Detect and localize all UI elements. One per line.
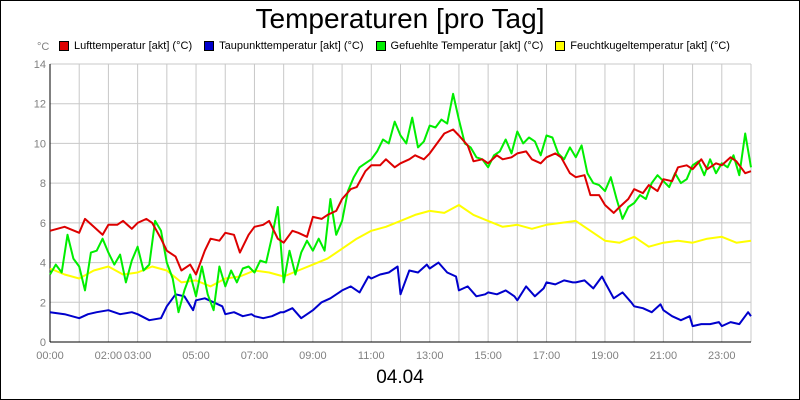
- y-tick-label: 4: [40, 258, 46, 270]
- series-line-feuchtkugeltemperatur: [49, 204, 752, 288]
- legend-label-gefuehlte-temperatur: Gefuehlte Temperatur [akt] (°C): [390, 40, 544, 52]
- legend-item-lufttemperatur: Lufttemperatur [akt] (°C): [59, 40, 192, 52]
- x-tick-label: 15:00: [474, 350, 502, 362]
- y-tick-label: 14: [34, 59, 46, 71]
- legend-label-taupunkttemperatur: Taupunkttemperatur [akt] (°C): [219, 40, 364, 52]
- y-tick-label: 8: [40, 178, 46, 190]
- x-tick-label: 03:00: [124, 350, 152, 362]
- legend: Lufttemperatur [akt] (°C) Taupunkttemper…: [59, 39, 730, 53]
- y-tick-label: 2: [40, 297, 46, 309]
- x-tick-label: 23:00: [708, 350, 736, 362]
- x-tick-label: 05:00: [182, 350, 210, 362]
- legend-swatch-feuchtkugeltemperatur: [555, 41, 566, 51]
- y-tick-label: 12: [34, 99, 46, 111]
- y-tick-label: 10: [34, 138, 46, 150]
- x-tick-label: 09:00: [299, 350, 327, 362]
- y-tick-label: 6: [40, 218, 46, 230]
- legend-swatch-lufttemperatur: [59, 41, 69, 51]
- legend-label-lufttemperatur: Lufttemperatur [akt] (°C): [74, 40, 193, 52]
- series-line-lufttemperatur: [49, 128, 752, 276]
- x-tick-label: 07:00: [241, 350, 269, 362]
- footer-date: 04.04: [376, 367, 424, 388]
- legend-item-feuchtkugeltemperatur: Feuchtkugeltemperatur [akt] (°C): [555, 40, 730, 52]
- legend-item-gefuehlte-temperatur: Gefuehlte Temperatur [akt] (°C): [375, 40, 544, 52]
- x-tick-label: 02:00: [95, 350, 123, 362]
- x-tick-label: 00:00: [36, 350, 64, 362]
- x-tick-label: 19:00: [591, 350, 619, 362]
- legend-swatch-taupunkttemperatur: [204, 41, 215, 51]
- series-line-taupunkttemperatur: [49, 261, 752, 328]
- x-tick-label: 21:00: [650, 350, 678, 362]
- x-tick-label: 11:00: [358, 350, 385, 362]
- legend-item-taupunkttemperatur: Taupunkttemperatur [akt] (°C): [204, 40, 364, 52]
- series-line-gefuehlte-temperatur: [49, 92, 752, 314]
- x-tick-label: 17:00: [533, 350, 561, 362]
- chart-title: Temperaturen [pro Tag]: [255, 3, 545, 34]
- legend-swatch-gefuehlte-temperatur: [375, 41, 386, 51]
- y-unit-label: °C: [37, 41, 50, 53]
- y-tick-label: 0: [40, 337, 46, 349]
- legend-label-feuchtkugeltemperatur: Feuchtkugeltemperatur [akt] (°C): [570, 40, 730, 52]
- x-tick-label: 13:00: [416, 350, 444, 362]
